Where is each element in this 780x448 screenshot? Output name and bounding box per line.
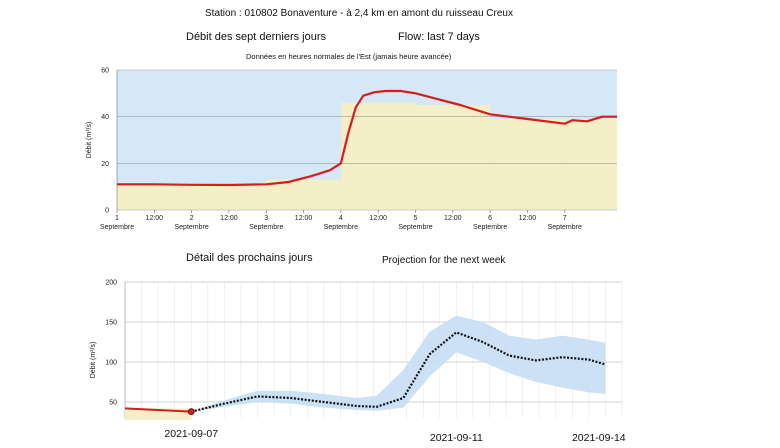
x-tick-label-2: 2 bbox=[190, 215, 194, 222]
daily-mean-band-1 bbox=[191, 184, 267, 210]
observed-history-area bbox=[125, 408, 192, 420]
y-axis-label: Débit (m³/s) bbox=[86, 122, 93, 159]
x-tick-label-11: 12:00 bbox=[519, 215, 537, 222]
forecast-chart: 50 100 150 200 Débit (m³/s) 2021-09-07 2021-09… bbox=[90, 280, 626, 445]
daily-mean-band-3 bbox=[340, 102, 416, 210]
x-tick-sublabel-0: Septembre bbox=[100, 224, 134, 231]
y-axis-label: Débit (m³/s) bbox=[90, 342, 97, 379]
station-title: Station : 010802 Bonaventure - à 2,4 km … bbox=[205, 8, 513, 19]
x-tick-label-9: 12:00 bbox=[444, 215, 462, 222]
forecast-series-line bbox=[191, 331, 606, 413]
forecast-chart-title-en: Projection for the next week bbox=[382, 255, 506, 266]
daily-mean-band-0 bbox=[117, 184, 192, 210]
y-tick-20: 20 bbox=[101, 161, 109, 168]
y-tick-0: 0 bbox=[105, 208, 109, 215]
forecast-uncertainty-band bbox=[191, 315, 606, 412]
flow-last-7-days-chart: 0 20 40 60 1 Septembre 12:00 2 Septembre 12:00 3 Se… bbox=[86, 68, 617, 231]
date-label-0: 2021-09-07 bbox=[164, 428, 218, 440]
x-tick-label-6: 4 bbox=[339, 215, 343, 222]
x-tick-sublabel-6: Septembre bbox=[324, 224, 358, 231]
x-tick-sublabel-4: Septembre bbox=[249, 224, 283, 231]
y-tick-50: 50 bbox=[109, 400, 117, 407]
y-tick-60: 60 bbox=[101, 68, 109, 75]
current-value-marker bbox=[187, 408, 195, 416]
x-tick-label-0: 1 bbox=[115, 215, 119, 222]
daily-mean-band-6 bbox=[564, 119, 617, 210]
x-tick-label-10: 6 bbox=[488, 215, 492, 222]
y-tick-200: 200 bbox=[105, 280, 117, 287]
y-tick-100: 100 bbox=[105, 360, 117, 367]
date-label-2: 2021-09-14 bbox=[572, 432, 626, 444]
x-tick-label-12: 7 bbox=[563, 215, 567, 222]
x-tick-sublabel-12: Septembre bbox=[548, 224, 582, 231]
y-tick-40: 40 bbox=[101, 114, 109, 121]
x-tick-label-1: 12:00 bbox=[146, 215, 164, 222]
flow-series-line bbox=[117, 89, 617, 187]
date-label-1: 2021-09-11 bbox=[430, 432, 483, 444]
y-tick-150: 150 bbox=[105, 320, 117, 327]
x-tick-sublabel-2: Septembre bbox=[175, 224, 209, 231]
x-tick-label-5: 12:00 bbox=[295, 215, 313, 222]
daily-mean-band-2 bbox=[266, 179, 341, 210]
top-chart-title-en: Flow: last 7 days bbox=[398, 31, 480, 43]
forecast-chart-title: Détail des prochains jours bbox=[186, 252, 313, 264]
daily-mean-band-5 bbox=[490, 119, 565, 210]
daily-mean-band-4 bbox=[415, 105, 491, 210]
x-tick-label-4: 3 bbox=[264, 215, 268, 222]
x-tick-label-7: 12:00 bbox=[369, 215, 387, 222]
x-tick-label-3: 12:00 bbox=[220, 215, 238, 222]
x-tick-label-8: 5 bbox=[414, 215, 418, 222]
observed-series-line bbox=[124, 407, 192, 413]
x-tick-sublabel-8: Septembre bbox=[398, 224, 432, 231]
x-tick-sublabel-10: Septembre bbox=[473, 224, 507, 231]
top-chart-subtitle: Données en heures normales de l'Est (jam… bbox=[246, 52, 452, 61]
top-chart-title: Débit des sept derniers jours bbox=[186, 31, 327, 43]
